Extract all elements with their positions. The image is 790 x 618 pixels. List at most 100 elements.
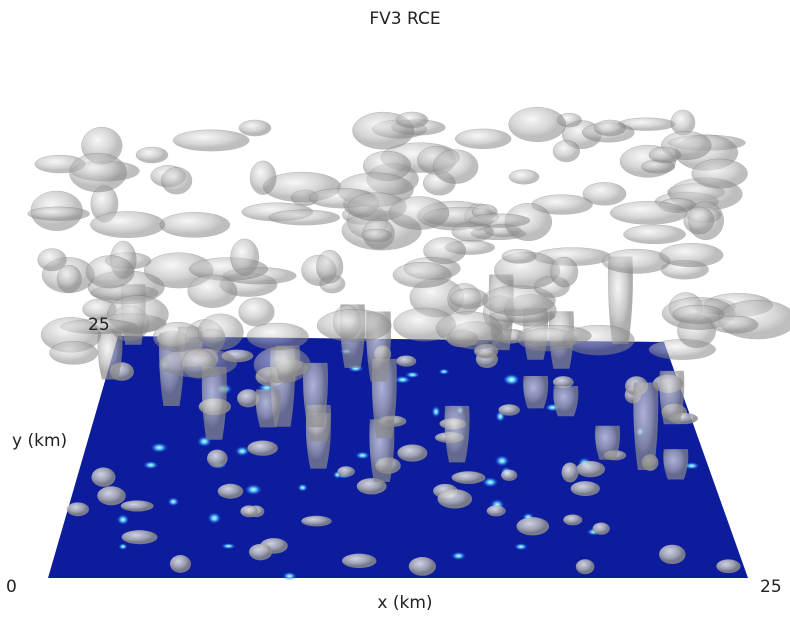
x-axis-label: x (km) (377, 593, 432, 613)
anvil-cloud (49, 341, 97, 364)
anvil-cloud (188, 275, 237, 308)
low-cloud (337, 466, 355, 476)
low-cloud (247, 441, 278, 456)
low-cloud (437, 489, 472, 508)
low-cloud (562, 463, 579, 483)
anvil-cloud (660, 243, 724, 267)
precip-spot (355, 452, 370, 460)
precip-spot (117, 514, 130, 525)
y-axis-label: y (km) (12, 431, 67, 451)
anvil-cloud (610, 201, 687, 224)
anvil-cloud (393, 262, 452, 287)
anvil-cloud (153, 322, 202, 352)
low-cloud (409, 557, 436, 576)
anvil-cloud (423, 237, 465, 264)
cloud-tower (523, 376, 548, 408)
page: FV3 RCE 0 25 x (km) y (km) 25 (() => { c… (0, 0, 790, 614)
low-cloud (487, 505, 506, 516)
low-cloud (170, 555, 191, 573)
anvil-cloud (57, 265, 81, 293)
cloud-top (239, 120, 271, 136)
cloud-tower (595, 426, 620, 460)
low-cloud (301, 516, 331, 527)
y-tick-label: 25 (88, 315, 110, 335)
low-cloud (249, 544, 272, 560)
anvil-cloud (28, 207, 90, 221)
anvil-cloud (623, 225, 685, 244)
anvil-cloud (673, 305, 724, 324)
precip-spot (504, 374, 520, 386)
anvil-cloud (198, 314, 243, 350)
anvil-cloud (173, 130, 249, 151)
anvil-cloud (269, 210, 340, 225)
cloud-top (136, 147, 168, 163)
anvil-cloud (247, 323, 309, 350)
anvil-cloud (436, 312, 502, 346)
low-cloud (576, 559, 595, 574)
anvil-cloud (182, 349, 217, 379)
x-tick-label: 0 (6, 577, 17, 597)
low-cloud (397, 445, 427, 462)
low-cloud (121, 500, 154, 511)
anvil-cloud (362, 229, 392, 242)
x-tick-label: 25 (760, 577, 782, 597)
precip-spot (118, 543, 127, 550)
low-cloud (342, 554, 376, 568)
cloud-top (649, 147, 681, 163)
low-cloud (576, 461, 605, 477)
cloud-tower (633, 382, 658, 470)
precip-spot (514, 543, 528, 550)
anvil-cloud (90, 211, 165, 237)
cloud-tower (256, 389, 281, 427)
anvil-cloud (231, 239, 259, 276)
anvil-cloud (239, 298, 275, 326)
low-cloud (91, 467, 115, 486)
anvil-cloud (389, 197, 449, 230)
low-cloud (501, 470, 517, 481)
anvil-cloud (551, 257, 578, 287)
low-cloud (207, 450, 228, 468)
cloud-tower (663, 449, 688, 479)
anvil-cloud (517, 325, 591, 346)
precip-spot (235, 446, 249, 456)
low-cloud (97, 486, 126, 505)
cloud-tower (445, 406, 470, 463)
precip-spot (143, 461, 158, 469)
precip-spot (245, 484, 262, 495)
precip-spot (282, 572, 296, 580)
anvil-cloud (469, 214, 530, 227)
precip-spot (150, 443, 168, 453)
precip-spot (495, 455, 510, 467)
anvil-cloud (684, 207, 714, 234)
anvil-cloud (433, 150, 478, 184)
low-cloud (67, 502, 89, 516)
visualization: FV3 RCE 0 25 x (km) y (km) 25 (0, 0, 790, 614)
anvil-cloud (509, 170, 539, 185)
low-cloud (571, 481, 600, 496)
precip-spot (221, 543, 236, 549)
anvil-cloud (553, 140, 580, 162)
low-cloud (218, 484, 244, 499)
cloud-top (594, 120, 626, 136)
low-cloud (396, 355, 416, 366)
precip-spot (432, 406, 441, 418)
low-cloud (593, 522, 610, 534)
low-cloud (498, 404, 519, 415)
anvil-cloud (160, 212, 230, 237)
precip-spot (167, 497, 179, 506)
anvil-cloud (450, 288, 488, 308)
anvil-cloud (317, 309, 391, 342)
anvil-cloud (69, 153, 126, 192)
precip-spot (297, 484, 307, 492)
low-cloud (122, 530, 158, 544)
anvil-cloud (86, 256, 134, 289)
low-cloud (716, 559, 740, 573)
anvil-cloud (38, 249, 67, 271)
anvil-cloud (455, 129, 511, 149)
anvil-cloud (161, 167, 192, 194)
anvil-cloud (509, 107, 566, 142)
low-cloud (452, 471, 486, 484)
anvil-cloud (316, 250, 343, 283)
precip-spot (207, 512, 221, 524)
anvil-cloud (250, 161, 276, 195)
